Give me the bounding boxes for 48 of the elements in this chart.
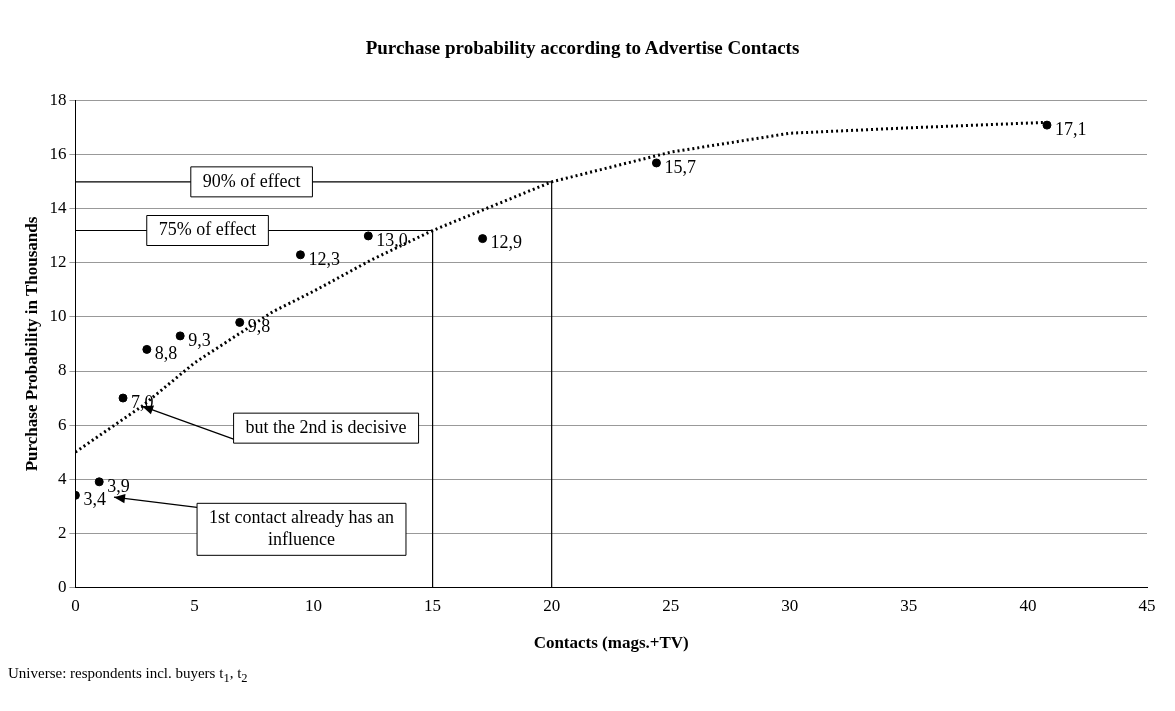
x-tick-label: 0 [71,595,80,615]
point [363,231,373,241]
x-axis-title: Contacts (mags.+TV) [533,633,689,653]
x-tick-label: 30 [781,595,799,615]
y-tick-label: 16 [49,144,67,164]
y-tick-label: 14 [49,198,67,218]
y-tick-label: 4 [57,468,67,488]
y-tick-label: 12 [49,252,67,272]
point [118,393,128,403]
x-tick-label: 10 [305,595,323,615]
annotation: 1st contact already has an influence [209,507,394,550]
data-label: 13,0 [376,229,408,250]
point [1042,120,1052,130]
annotation: but the 2nd is decisive [245,416,407,437]
point [142,344,152,354]
x-tick-label: 40 [1019,595,1037,615]
point [235,317,245,327]
data-label: 3,4 [83,489,106,510]
y-tick-label: 10 [49,306,67,326]
y-tick-label: 8 [57,360,67,380]
x-tick-label: 35 [900,595,918,615]
y-tick-label: 18 [49,90,67,110]
point [94,477,104,487]
x-tick-label: 20 [543,595,561,615]
data-label: 3,9 [107,475,130,496]
y-tick-label: 2 [57,522,67,542]
data-label: 15,7 [664,156,696,177]
x-tick-label: 45 [1138,595,1156,615]
text: Universe: respondents incl. buyers t$_{1}$, t$_{2}$ [8,665,248,686]
data-label: 12,3 [308,248,340,269]
data-label: 9,3 [188,329,211,350]
x-tick-label: 5 [190,595,199,615]
data-label: 9,8 [247,316,271,337]
y-axis-title: Purchase Probability in Thousands [21,216,41,472]
point [175,331,185,341]
y-tick-label: 6 [57,414,67,434]
data-label: 12,9 [490,232,523,253]
x-tick-label: 25 [662,595,680,615]
point [651,158,661,168]
data-label: 17,1 [1054,118,1087,139]
point [295,250,305,260]
y-tick-label: 0 [57,576,67,596]
point [478,234,488,244]
series-label: 75% of effect [158,219,257,240]
chart-title: Purchase probability according to Advertise Contacts [365,37,800,59]
series-label: 90% of effect [202,170,301,191]
data-label: 8,8 [154,343,178,364]
x-tick-label: 15 [424,595,442,615]
